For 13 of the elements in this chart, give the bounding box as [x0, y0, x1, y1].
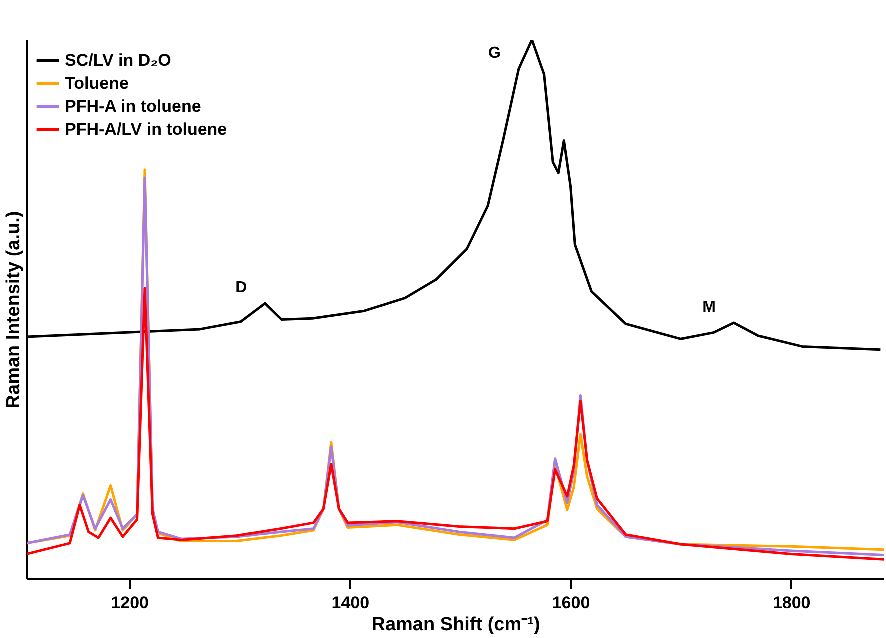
x-tick-label: 1200 [111, 594, 149, 612]
x-tick-label: 1600 [552, 594, 590, 612]
annotation: M [702, 298, 716, 316]
x-tick-label: 1800 [772, 594, 811, 612]
legend-label: PFH-A/LV in toluene [65, 120, 228, 139]
y-axis-title: Raman Intensity (a.u.) [4, 211, 24, 409]
annotation: G [488, 45, 501, 62]
legend-label: PFH-A in toluene [65, 97, 202, 116]
legend-label: SC/LV in D₂O [65, 51, 172, 70]
x-tick-label: 1400 [332, 594, 370, 612]
annotation: D [236, 280, 248, 297]
legend-label: Toluene [65, 74, 129, 93]
x-axis-title: Raman Shift (cm⁻¹) [372, 614, 540, 636]
